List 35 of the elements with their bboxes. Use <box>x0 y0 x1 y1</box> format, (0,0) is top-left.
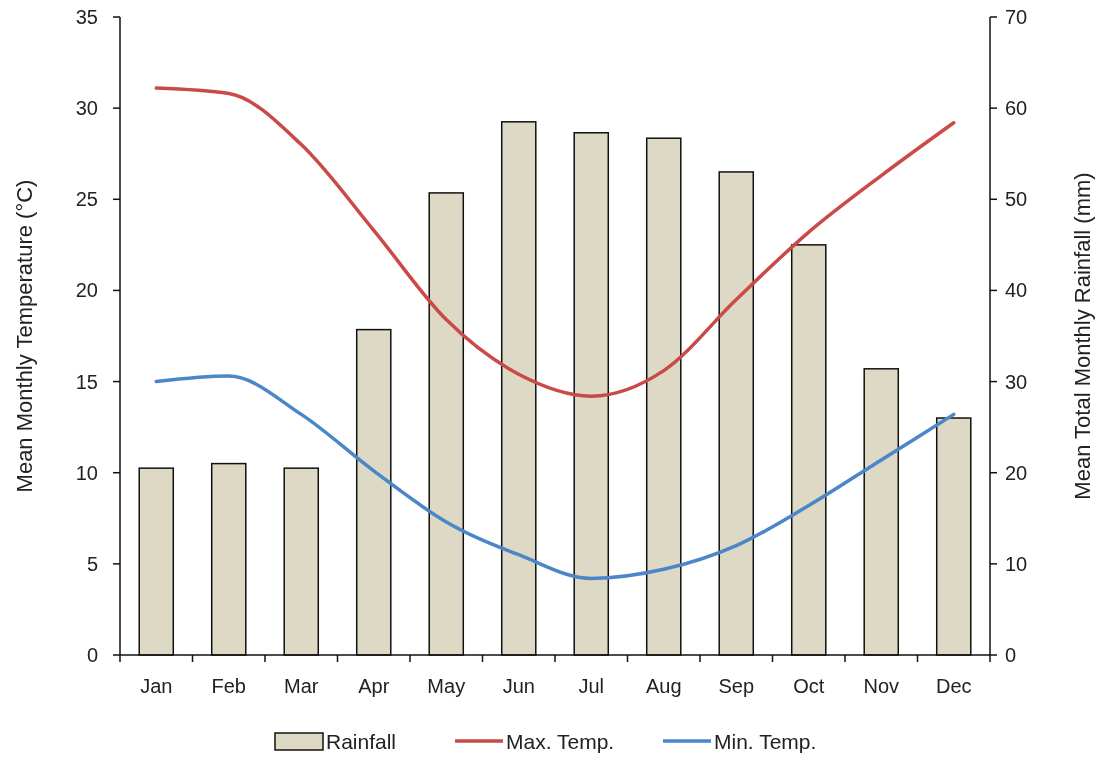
y-tick-label: 5 <box>86 552 98 575</box>
y-tick-label: 20 <box>75 279 98 302</box>
y2-tick-label: 0 <box>1005 644 1017 666</box>
y-tick-label: 25 <box>75 188 98 211</box>
x-tick-label: Nov <box>863 675 900 697</box>
y2-tick-label: 50 <box>1005 188 1028 211</box>
y-tick-label: 0 <box>86 644 98 666</box>
x-tick-label: Mar <box>284 675 319 697</box>
legend-label: Min. Temp. <box>714 730 817 753</box>
y2-tick-label: 70 <box>1005 6 1028 28</box>
line-series <box>154 86 956 398</box>
y2-tick-label: 20 <box>1005 461 1028 484</box>
x-tick-label: Dec <box>935 675 972 697</box>
x-tick-label: Feb <box>211 675 246 697</box>
x-tick-label: Apr <box>358 675 390 697</box>
legend-label: Max. Temp. <box>506 730 615 753</box>
y2-tick-label: 60 <box>1005 97 1028 120</box>
y2-tick-label: 10 <box>1005 552 1028 575</box>
y-tick-label: 10 <box>75 461 98 484</box>
y2-tick-label: 40 <box>1005 279 1028 302</box>
line-series <box>154 374 956 581</box>
x-tick-label: Oct <box>793 675 825 697</box>
x-tick-label: Jun <box>502 675 535 697</box>
y-tick-label: 30 <box>75 97 98 120</box>
y-tick-label: 35 <box>75 6 98 28</box>
y2-tick-label: 30 <box>1005 370 1028 393</box>
x-tick-label: Jul <box>578 675 605 697</box>
y2-axis-title: Mean Total Monthly Rainfall (mm) <box>1070 172 1095 500</box>
y-tick-label: 15 <box>75 370 98 393</box>
x-tick-label: Sep <box>718 675 755 697</box>
legend-label: Rainfall <box>326 730 397 753</box>
y-axis-title: Mean Monthly Temperature (°C) <box>12 179 37 493</box>
x-tick-label: Jan <box>140 675 173 697</box>
x-tick-label: May <box>427 675 466 697</box>
x-tick-label: Aug <box>645 675 682 697</box>
